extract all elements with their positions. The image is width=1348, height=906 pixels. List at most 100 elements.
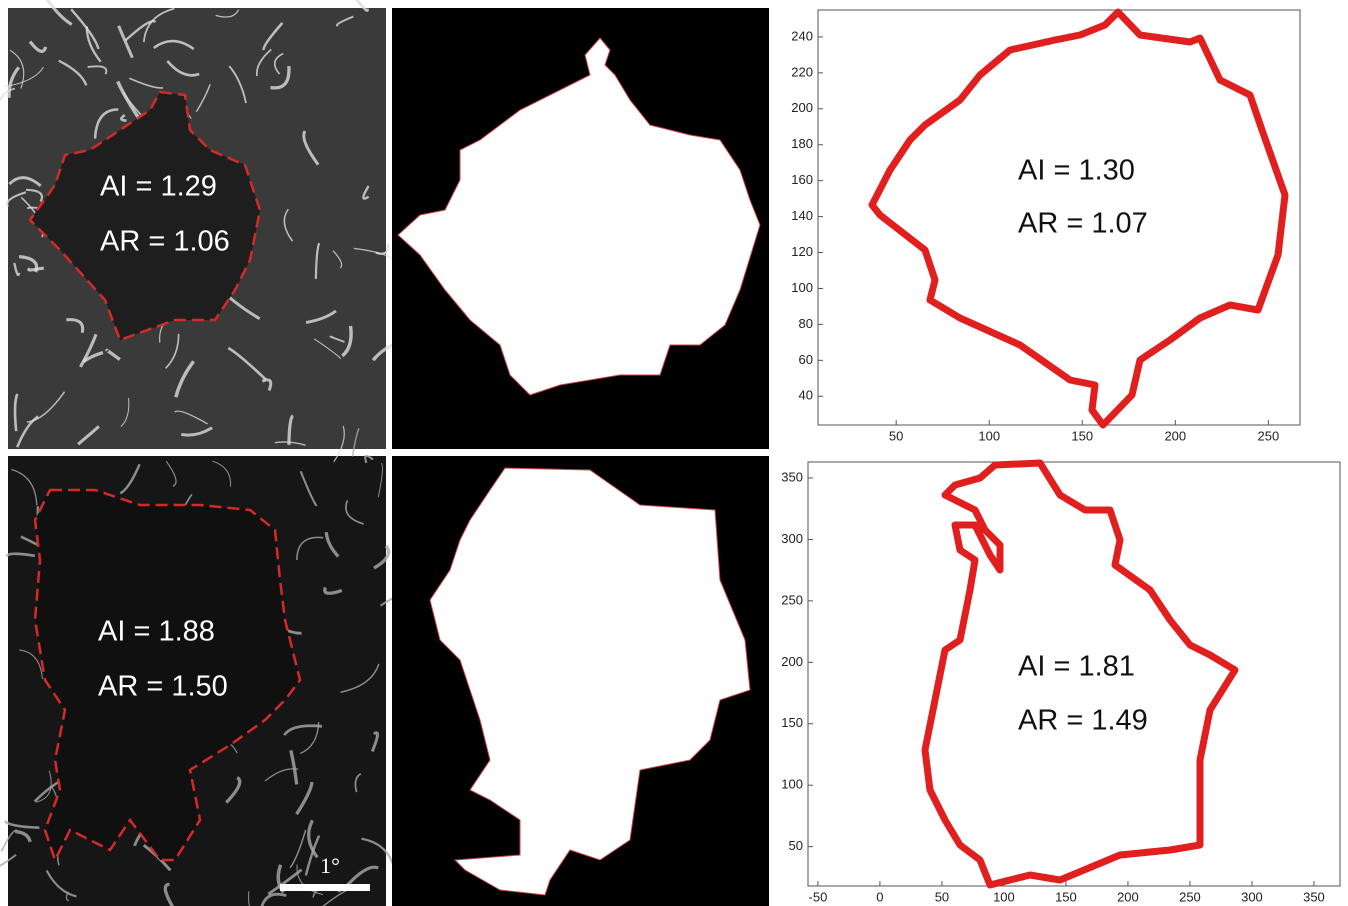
vessel xyxy=(124,20,157,42)
scale-label: 1° xyxy=(320,853,340,878)
ai-label: AI = 1.81 xyxy=(1018,651,1135,683)
vessel xyxy=(5,552,36,558)
x-tick-label: 50 xyxy=(889,428,903,443)
vessel xyxy=(27,266,45,272)
vessel xyxy=(375,243,390,255)
y-tick-label: 350 xyxy=(781,469,803,484)
vessel xyxy=(165,333,180,369)
vessel xyxy=(255,48,272,77)
vessel xyxy=(87,65,108,75)
vessel xyxy=(355,0,369,13)
vessel xyxy=(0,87,16,102)
vessel xyxy=(329,335,345,343)
y-tick-label: 50 xyxy=(789,838,803,853)
vessel xyxy=(295,781,314,816)
vessel xyxy=(307,819,319,859)
vessel xyxy=(324,531,340,558)
vessel xyxy=(351,427,360,457)
y-tick-label: 300 xyxy=(781,531,803,546)
vessel xyxy=(70,8,100,50)
vessel xyxy=(283,724,323,736)
vessel xyxy=(8,176,42,188)
vessel xyxy=(93,108,119,139)
vessel xyxy=(13,262,21,277)
vessel xyxy=(16,415,39,448)
y-tick-label: 60 xyxy=(799,352,813,367)
vessel xyxy=(79,333,98,368)
vessel xyxy=(225,776,242,804)
vessel xyxy=(228,65,247,104)
vessel xyxy=(152,39,195,51)
vessel xyxy=(45,0,73,26)
faz-contour xyxy=(921,459,1239,889)
vessel xyxy=(332,250,343,269)
vessel xyxy=(65,891,70,902)
y-tick-label: 240 xyxy=(791,28,813,43)
vessel xyxy=(195,84,211,113)
vessel xyxy=(19,649,43,679)
vessel xyxy=(260,892,287,906)
vessel xyxy=(287,414,295,445)
y-tick-label: 80 xyxy=(799,316,813,331)
ar-label: AR = 1.07 xyxy=(1018,208,1148,240)
y-tick-label: 250 xyxy=(781,592,803,607)
vessel xyxy=(181,426,213,437)
vessel xyxy=(0,854,17,867)
vessel xyxy=(274,441,306,446)
vessel xyxy=(26,391,66,423)
vessel xyxy=(270,66,291,90)
vessel xyxy=(3,820,40,829)
x-tick-label: 100 xyxy=(993,889,1015,904)
vessel xyxy=(345,500,364,525)
y-tick-label: 220 xyxy=(791,64,813,79)
ar-label: AR = 1.06 xyxy=(100,226,230,258)
vessel xyxy=(267,868,303,896)
vessel xyxy=(120,397,130,427)
vessel xyxy=(377,462,383,498)
vessel xyxy=(13,393,19,432)
vessel xyxy=(262,21,284,51)
x-tick-label: 350 xyxy=(1303,889,1325,904)
vessel xyxy=(120,113,127,122)
ar-label: AR = 1.49 xyxy=(1018,705,1148,737)
x-tick-label: 50 xyxy=(935,889,949,904)
vessel xyxy=(370,731,379,752)
vessel xyxy=(45,870,77,898)
vessel xyxy=(341,325,353,358)
faz-outline xyxy=(33,488,302,864)
vessel xyxy=(227,346,267,381)
vessel xyxy=(85,26,102,63)
vessel xyxy=(273,52,284,75)
x-tick-label: 150 xyxy=(1055,889,1077,904)
vessel xyxy=(66,318,85,333)
vessel xyxy=(9,49,25,89)
vessel xyxy=(28,40,48,53)
vessel xyxy=(174,410,208,425)
scale-bar xyxy=(280,884,370,891)
y-tick-label: 100 xyxy=(781,777,803,792)
vessel xyxy=(105,348,121,361)
vessel xyxy=(340,663,380,693)
y-tick-label: 200 xyxy=(781,654,803,669)
vessel xyxy=(7,66,21,98)
ai-label: AI = 1.30 xyxy=(1018,155,1135,187)
vessel xyxy=(248,891,250,906)
y-tick-label: 40 xyxy=(799,388,813,403)
vessel xyxy=(174,360,195,398)
x-tick-label: 200 xyxy=(1117,889,1139,904)
vessel xyxy=(296,536,324,561)
y-tick-label: 150 xyxy=(781,715,803,730)
vessel xyxy=(346,865,379,887)
vessel xyxy=(289,750,299,785)
y-tick-label: 120 xyxy=(791,244,813,259)
vessel xyxy=(6,191,27,208)
plot-frame xyxy=(807,461,1341,887)
vessel xyxy=(261,378,273,392)
vessel xyxy=(296,864,323,896)
ai-label: AI = 1.29 xyxy=(100,171,217,203)
y-tick-label: 180 xyxy=(791,136,813,151)
y-tick-label: 160 xyxy=(791,172,813,187)
vessel xyxy=(361,837,394,864)
vessel xyxy=(25,188,44,203)
